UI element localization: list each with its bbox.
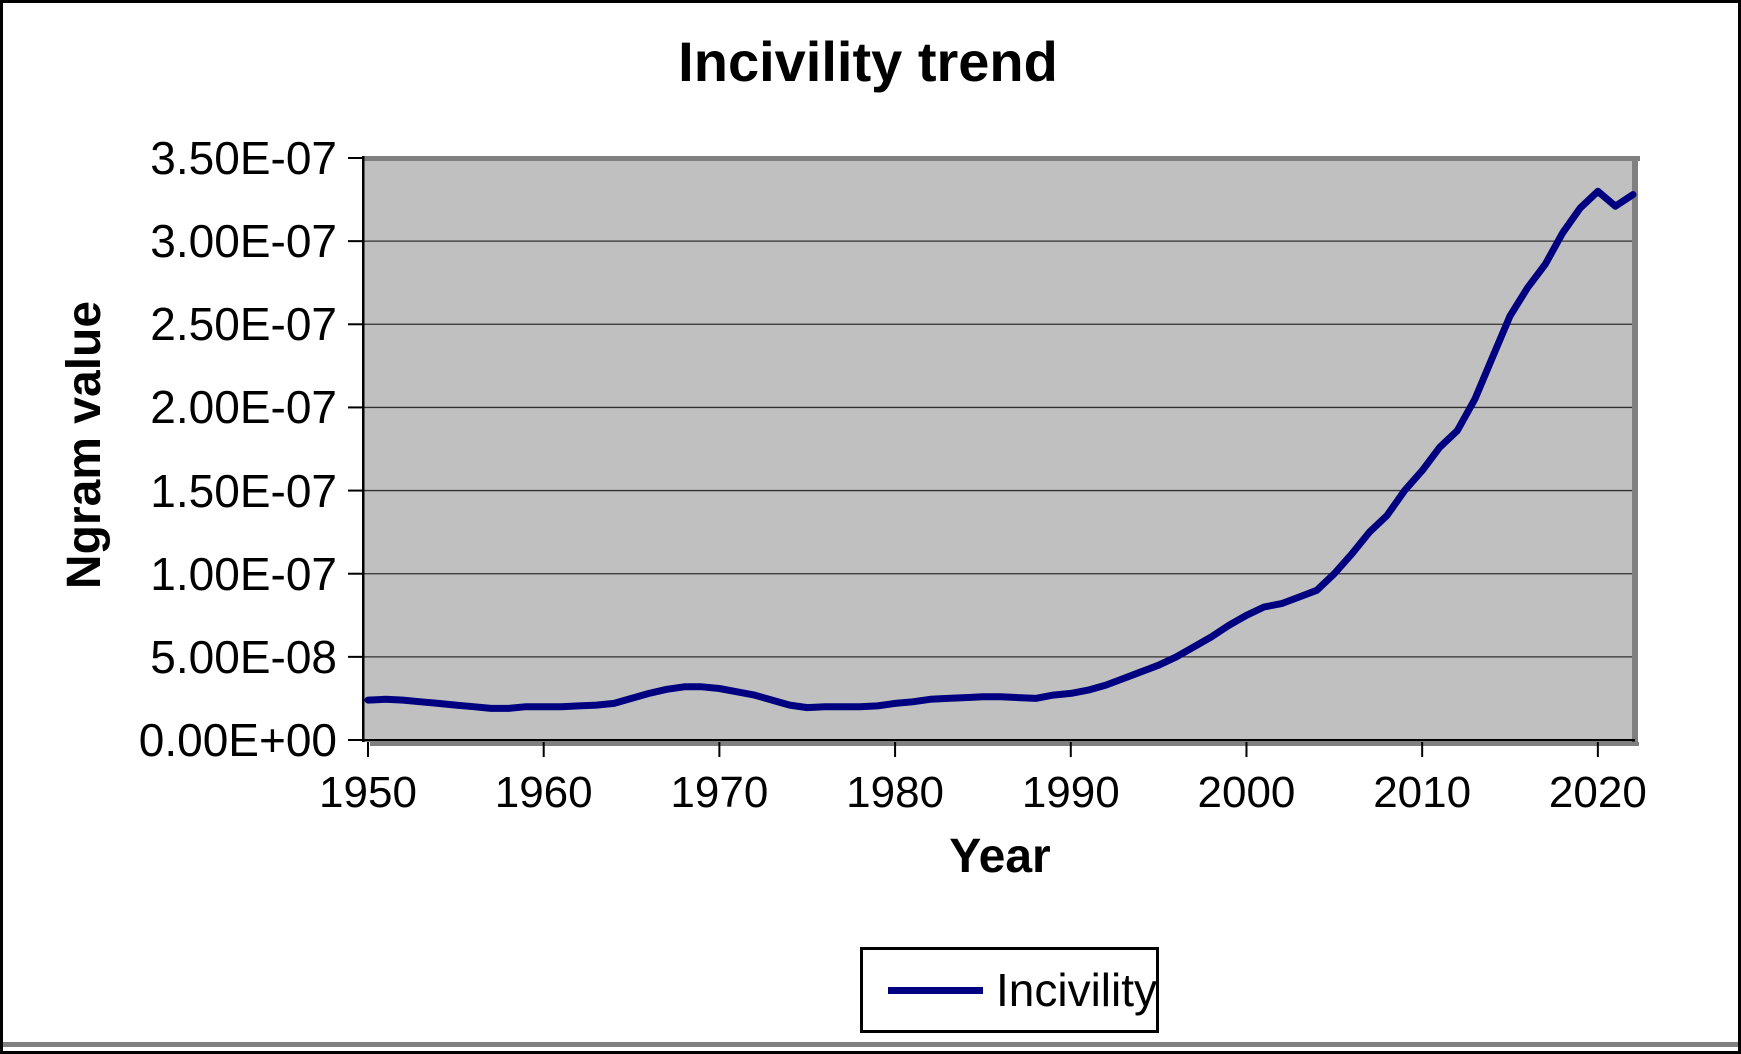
- x-tick-mark: [1245, 742, 1248, 757]
- y-axis-line: [362, 156, 365, 742]
- x-tick-mark: [1596, 742, 1599, 757]
- y-tick-mark: [348, 157, 364, 159]
- y-tick-mark: [348, 406, 364, 409]
- y-tick-mark: [348, 572, 364, 575]
- x-tick-mark: [1421, 742, 1424, 757]
- plot-border-bottom-shadow: [370, 742, 1639, 746]
- plot-border-right: [1632, 156, 1638, 746]
- x-axis-title: Year: [949, 830, 1051, 883]
- y-tick-mark: [348, 323, 364, 326]
- x-tick-mark: [1069, 742, 1072, 757]
- x-axis-line: [362, 739, 1635, 742]
- chart-title: Incivility trend: [678, 30, 1058, 93]
- y-tick-mark: [348, 489, 364, 492]
- plot-background: [364, 158, 1633, 740]
- y-tick-mark: [348, 240, 364, 243]
- legend-label: Incivility: [996, 964, 1158, 1016]
- legend: Incivility: [860, 947, 1159, 1033]
- plot-area: [348, 156, 1640, 757]
- y-tick-mark: [348, 655, 364, 658]
- x-tick-mark: [367, 742, 369, 757]
- data-line-incivility: [364, 187, 1637, 712]
- x-tick-mark: [542, 742, 545, 757]
- y-tick-mark: [348, 739, 364, 741]
- x-tick-mark: [718, 742, 721, 757]
- bottom-divider: [3, 1042, 1738, 1047]
- legend-line-swatch: [888, 986, 983, 994]
- plot-border-top: [364, 156, 1640, 161]
- x-tick-mark: [894, 742, 897, 757]
